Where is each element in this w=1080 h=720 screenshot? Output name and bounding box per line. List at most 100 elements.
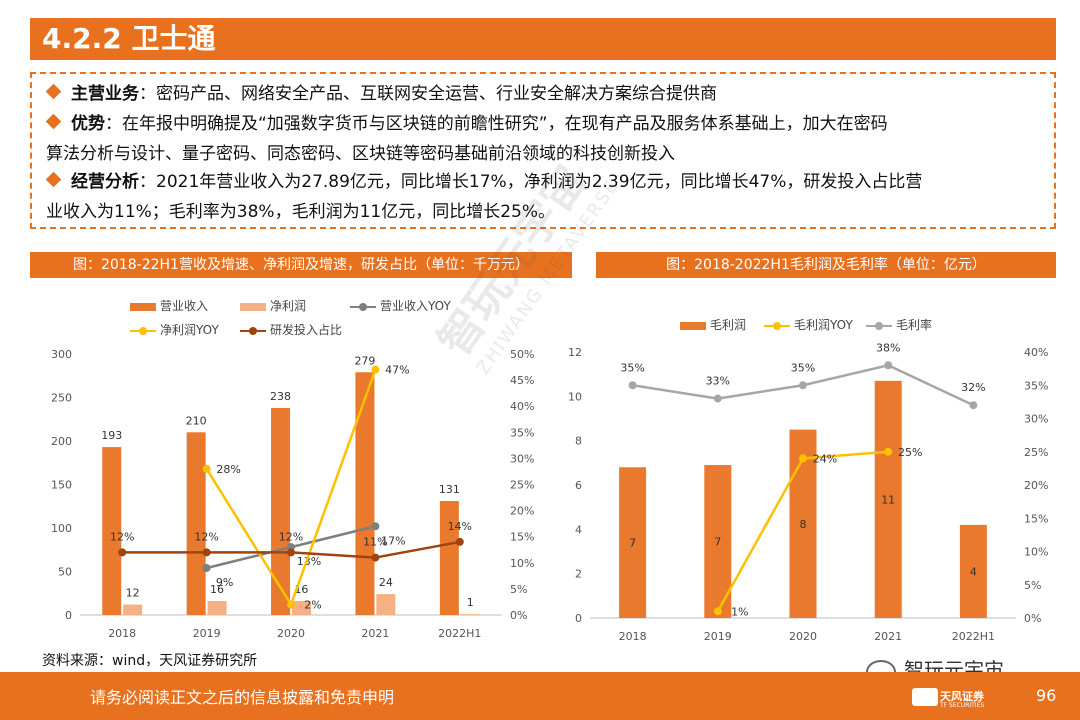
y-tick-label: 300 bbox=[51, 348, 72, 361]
bar-营业收入 bbox=[271, 407, 291, 615]
bullet-main-business: 主营业务：密码产品、网络安全产品、互联网安全运营、行业安全解决方案综合提供商 bbox=[45, 79, 1046, 109]
bar-营业收入 bbox=[439, 501, 459, 615]
bullet-body: 密码产品、网络安全产品、互联网安全运营、行业安全解决方案综合提供商 bbox=[156, 84, 717, 104]
legend-swatch-icon bbox=[866, 321, 892, 330]
bullet-operations: 经营分析：2021年营业收入为27.89亿元，同比增长17%，净利润为2.39亿… bbox=[45, 167, 1046, 227]
legend-net-profit-yoy: 净利润YOY bbox=[130, 321, 219, 338]
x-tick-label: 2022H1 bbox=[438, 627, 481, 640]
line-data-label: 47% bbox=[385, 364, 409, 377]
line-data-label: 17% bbox=[381, 534, 405, 547]
y2-tick-label: 30% bbox=[1024, 413, 1048, 426]
y2-tick-label: 20% bbox=[1024, 479, 1048, 492]
x-tick-label: 2021 bbox=[361, 627, 389, 640]
y2-tick-label: 0% bbox=[1024, 612, 1041, 625]
bar-净利润 bbox=[207, 601, 227, 615]
y-tick-label: 150 bbox=[51, 479, 72, 492]
bullet-sep: ： bbox=[139, 172, 156, 192]
line-data-label: 25% bbox=[898, 446, 922, 459]
y-tick-label: 50 bbox=[58, 566, 72, 579]
bar-data-label: 4 bbox=[970, 565, 977, 578]
point-营业收入YOY bbox=[202, 564, 211, 573]
bullet-body: 在年报中明确提及“加强数字货币与区块链的前瞻性研究”，在现有产品及服务体系基础上… bbox=[122, 114, 888, 134]
y2-tick-label: 45% bbox=[510, 374, 534, 387]
y2-tick-label: 20% bbox=[510, 505, 534, 518]
legend-swatch-icon bbox=[240, 326, 266, 335]
line-data-label: 33% bbox=[706, 375, 730, 388]
bar-data-label: 8 bbox=[800, 518, 807, 531]
y-tick-label: 0 bbox=[575, 612, 582, 625]
y2-tick-label: 10% bbox=[510, 557, 534, 570]
x-tick-label: 2019 bbox=[193, 627, 221, 640]
y2-tick-label: 25% bbox=[1024, 446, 1048, 459]
bar-data-label: 11 bbox=[881, 493, 895, 506]
point-毛利润YOY bbox=[713, 607, 722, 616]
bar-毛利润 bbox=[959, 524, 987, 618]
legend-label: 营业收入YOY bbox=[380, 299, 451, 313]
legend-label: 营业收入 bbox=[160, 299, 209, 313]
line-data-label: 12% bbox=[279, 530, 303, 543]
bullet-term: 经营分析 bbox=[71, 172, 139, 192]
right-chart-title: 图：2018-2022H1毛利润及毛利率（单位：亿元） bbox=[596, 252, 1056, 278]
bar-净利润 bbox=[460, 614, 480, 615]
y-tick-label: 250 bbox=[51, 392, 72, 405]
y-tick-label: 6 bbox=[575, 479, 582, 492]
line-data-label: 11% bbox=[363, 536, 387, 549]
y2-tick-label: 35% bbox=[1024, 379, 1048, 392]
bar-净利润 bbox=[291, 601, 311, 615]
legend-gross-profit-yoy: 毛利润YOY bbox=[764, 316, 853, 333]
line-data-label: 14% bbox=[448, 520, 472, 533]
legend-label: 净利润 bbox=[270, 299, 307, 313]
y-tick-label: 2 bbox=[575, 568, 582, 581]
legend-swatch-icon bbox=[130, 302, 156, 311]
bar-毛利润 bbox=[704, 465, 732, 618]
x-tick-label: 2020 bbox=[789, 630, 817, 643]
y2-tick-label: 5% bbox=[1024, 579, 1041, 592]
legend-revenue: 营业收入 bbox=[130, 297, 208, 314]
line-data-label: 12% bbox=[110, 530, 134, 543]
page-title: 4.2.2 卫士通 bbox=[42, 22, 216, 55]
line-data-label: 35% bbox=[791, 361, 815, 374]
legend-label: 毛利润 bbox=[710, 318, 747, 332]
bar-data-label: 7 bbox=[714, 536, 721, 549]
bar-data-label: 1 bbox=[467, 596, 474, 609]
y2-tick-label: 15% bbox=[1024, 512, 1048, 525]
x-tick-label: 2019 bbox=[704, 630, 732, 643]
legend-swatch-icon bbox=[350, 302, 376, 311]
legend-label: 研发投入占比 bbox=[270, 323, 343, 337]
legend-label: 毛利率 bbox=[896, 318, 933, 332]
y2-tick-label: 15% bbox=[510, 531, 534, 544]
y2-tick-label: 35% bbox=[510, 426, 534, 439]
y2-tick-label: 40% bbox=[1024, 346, 1048, 359]
bullet-term: 优势 bbox=[71, 114, 105, 134]
y-tick-label: 8 bbox=[575, 435, 582, 448]
line-data-label: 35% bbox=[620, 361, 644, 374]
brand-name: 天风证券 bbox=[940, 690, 984, 703]
legend-label: 净利润YOY bbox=[160, 323, 219, 337]
left-chart-title: 图：2018-22H1营收及增速、净利润及增速，研发占比（单位：千万元） bbox=[30, 252, 572, 278]
source-note: 资料来源：wind，天风证券研究所 bbox=[42, 653, 258, 669]
bar-净利润 bbox=[123, 604, 143, 615]
x-tick-label: 2018 bbox=[619, 630, 647, 643]
legend-swatch-icon bbox=[130, 326, 156, 335]
legend-label: 毛利润YOY bbox=[794, 318, 853, 332]
point-研发投入占比 bbox=[287, 548, 295, 557]
bar-data-label: 210 bbox=[186, 414, 207, 427]
line-data-label: 32% bbox=[961, 381, 985, 394]
line-data-label: 9% bbox=[216, 576, 233, 589]
point-毛利率 bbox=[799, 381, 807, 390]
y-tick-label: 200 bbox=[51, 435, 72, 448]
bullet-term: 主营业务 bbox=[71, 84, 139, 104]
y-tick-label: 0 bbox=[65, 609, 72, 622]
legend-rd-ratio: 研发投入占比 bbox=[240, 321, 342, 338]
y2-tick-label: 50% bbox=[510, 348, 534, 361]
bullet-sep: ： bbox=[105, 114, 122, 134]
bar-data-label: 131 bbox=[439, 483, 460, 496]
bar-毛利润 bbox=[619, 467, 647, 618]
line-data-label: 12% bbox=[194, 530, 218, 543]
x-tick-label: 2022H1 bbox=[952, 630, 995, 643]
y-tick-label: 100 bbox=[51, 522, 72, 535]
bar-data-label: 238 bbox=[270, 390, 291, 403]
point-研发投入占比 bbox=[202, 548, 211, 557]
line-data-label: 38% bbox=[876, 341, 900, 354]
bullet-continuation: 业收入为11%；毛利率为38%，毛利润为11亿元，同比增长25%。 bbox=[46, 202, 555, 222]
